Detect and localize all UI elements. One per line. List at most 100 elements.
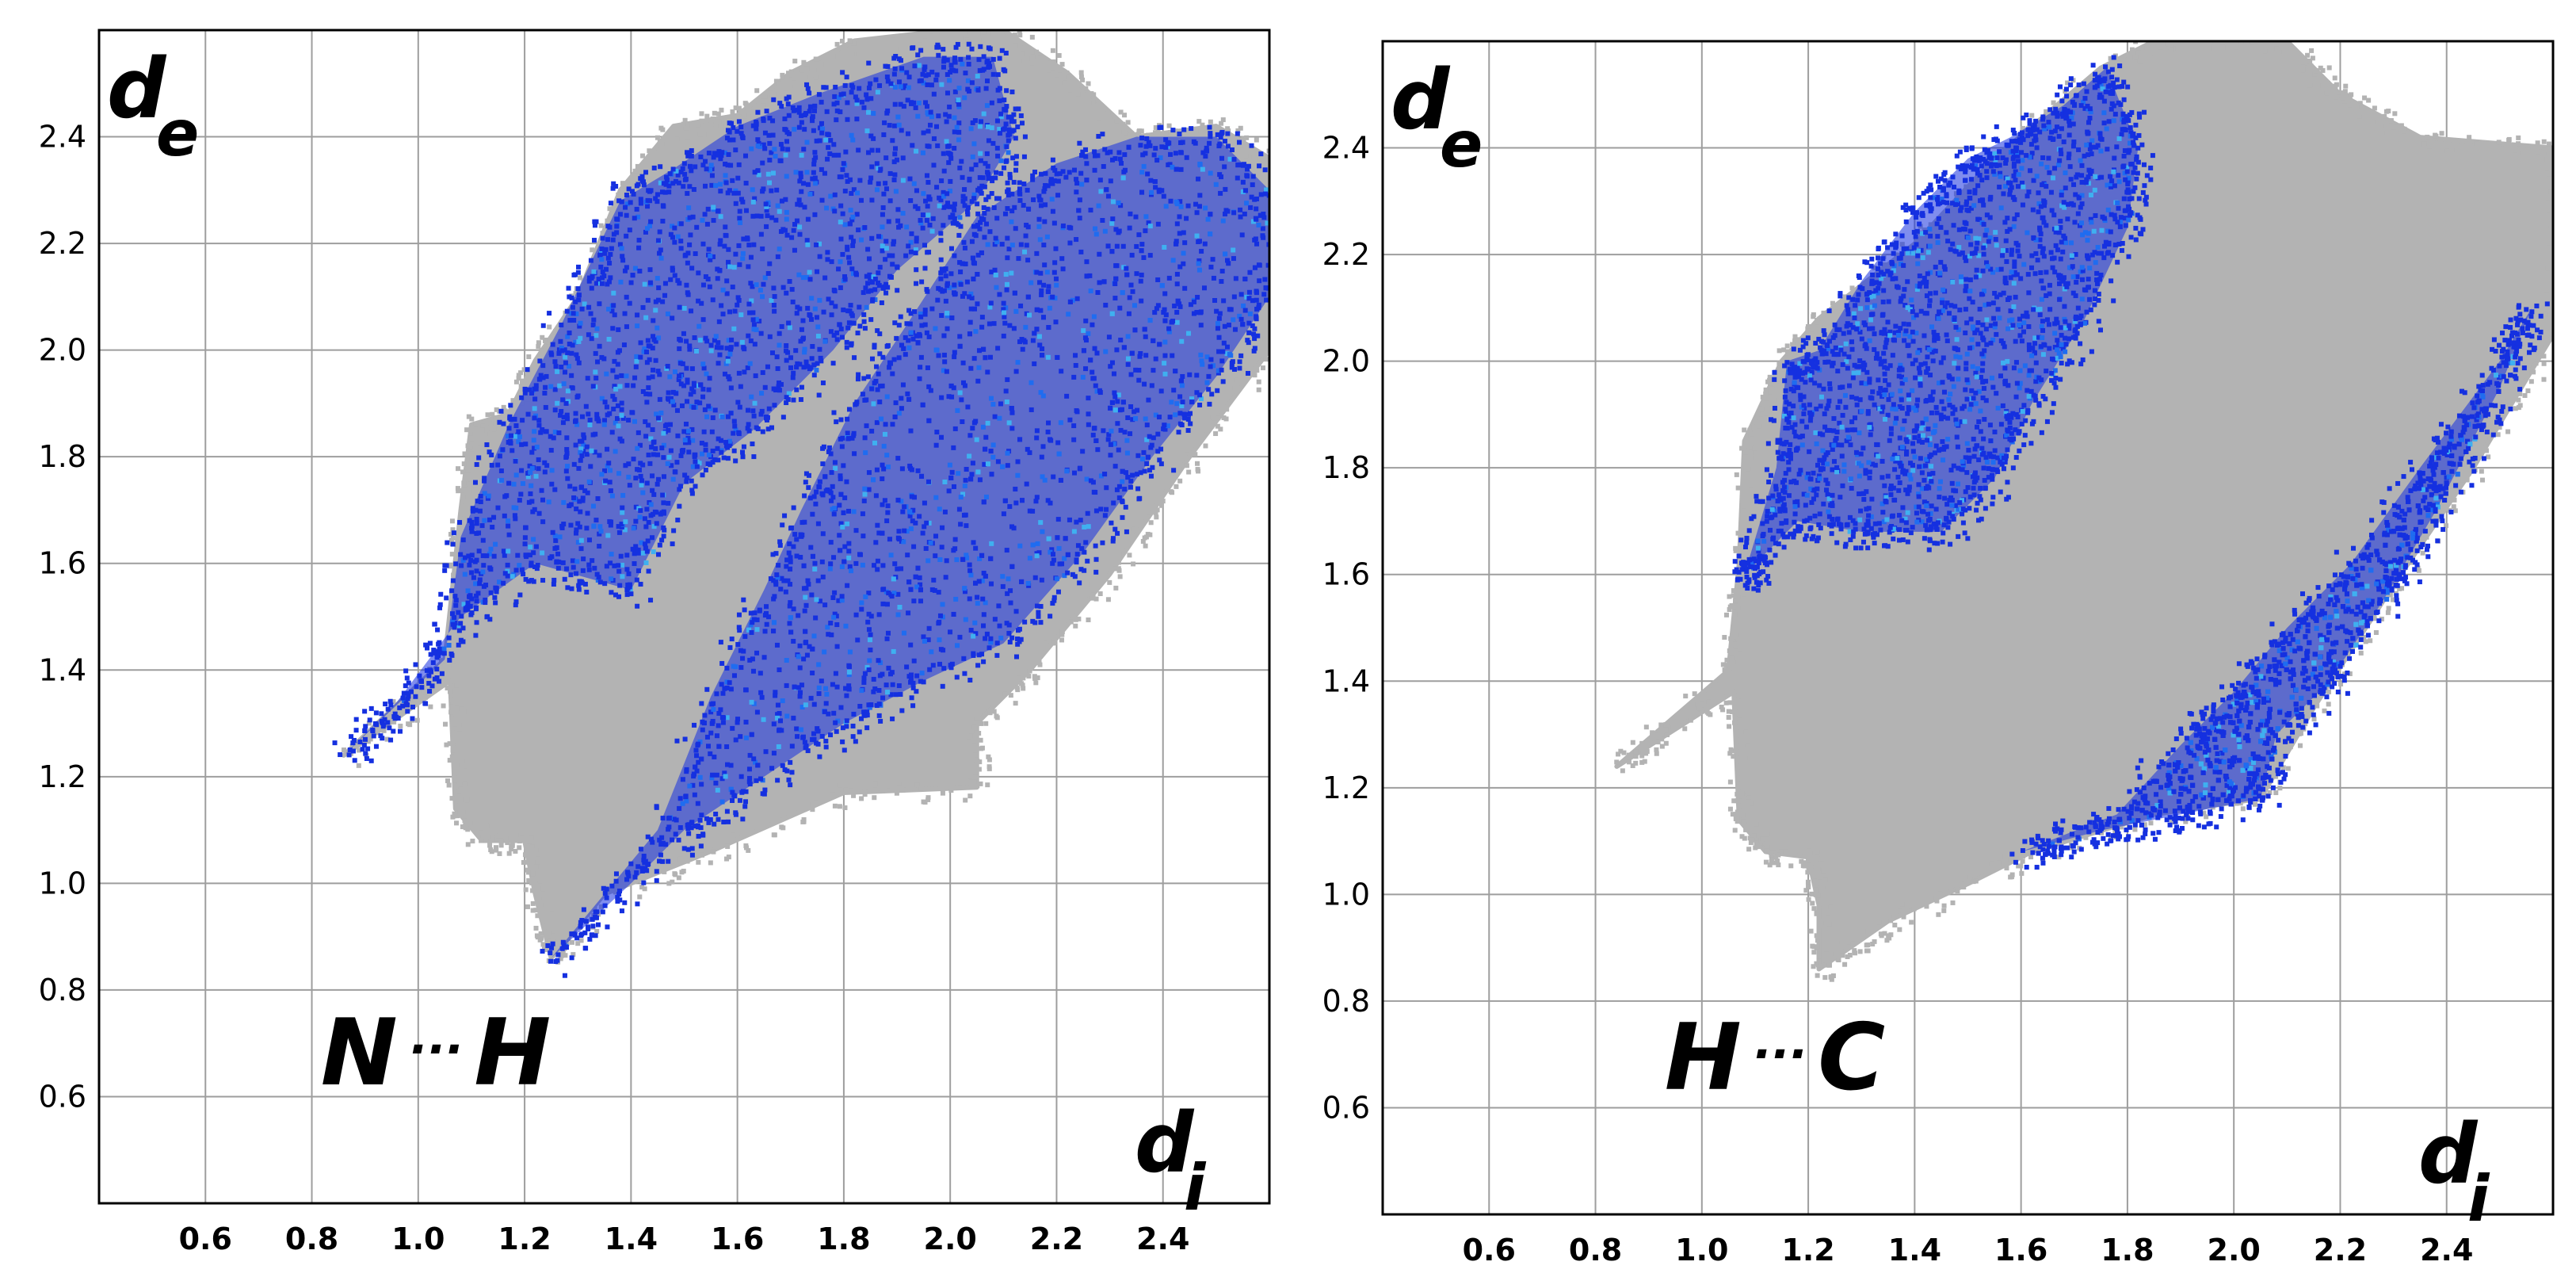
contact-point (1041, 243, 1047, 248)
contact-point (1080, 374, 1086, 380)
contact-point (667, 422, 673, 427)
contact-point (722, 770, 727, 776)
contact-point (658, 247, 663, 253)
contact-point (1038, 203, 1044, 208)
contact-point (586, 562, 592, 568)
contact-point (957, 215, 963, 220)
contact-point (952, 354, 957, 360)
contact-point (937, 203, 942, 208)
contact-point (735, 128, 740, 134)
contact-point (1015, 124, 1021, 130)
contact-point (1132, 409, 1137, 415)
contact-point (595, 496, 601, 502)
contact-point (916, 63, 922, 68)
contact-point (843, 623, 849, 629)
contact-point (637, 442, 643, 448)
contact-point (857, 304, 862, 310)
contact-point (410, 704, 415, 709)
contact-point (618, 279, 624, 285)
contact-point (453, 598, 459, 603)
contact-point (710, 448, 716, 453)
contact-point (854, 117, 860, 122)
contact-point (731, 430, 736, 436)
contact-point (1262, 277, 1268, 282)
contact-point (978, 220, 983, 225)
contact-point (735, 295, 741, 300)
contact-point (942, 480, 948, 485)
contact-point (1124, 450, 1130, 456)
contact-point (479, 523, 485, 529)
contact-point (947, 188, 952, 193)
contact-point (910, 507, 916, 513)
contact-point (475, 499, 480, 504)
contact-point (989, 270, 994, 275)
contact-point (564, 416, 570, 422)
contact-point (1174, 319, 1180, 325)
contact-point (997, 415, 1002, 421)
contact-point (1002, 68, 1008, 74)
contact-point (540, 550, 545, 556)
contact-point (1169, 319, 1174, 325)
contact-point (560, 420, 566, 426)
contact-point (864, 97, 870, 102)
contact-point (975, 301, 980, 307)
contact-point (819, 197, 825, 203)
contact-point (437, 605, 443, 610)
contact-point (604, 404, 609, 410)
contact-point (574, 571, 579, 576)
speckle-point (448, 689, 453, 694)
contact-point (401, 690, 406, 696)
contact-point (822, 709, 827, 714)
contact-point (519, 468, 525, 473)
contact-point (1181, 261, 1186, 266)
speckle-point (1177, 466, 1182, 472)
contact-point (1208, 134, 1213, 140)
contact-point (1170, 164, 1175, 170)
speckle-point (872, 781, 878, 786)
speckle-point (1116, 566, 1121, 572)
contact-point (736, 119, 742, 124)
contact-point (424, 667, 429, 673)
speckle-point (1256, 379, 1261, 384)
contact-point (992, 242, 998, 247)
speckle-point (428, 704, 433, 709)
contact-point (918, 587, 923, 593)
contact-point (1155, 431, 1161, 437)
contact-point (700, 162, 706, 168)
contact-point (635, 603, 640, 609)
contact-point (822, 474, 828, 480)
contact-point (955, 643, 960, 648)
contact-point (633, 544, 639, 549)
contact-point (670, 389, 676, 395)
speckle-point (1116, 552, 1122, 558)
speckle-point (696, 859, 701, 865)
contact-point (701, 429, 707, 434)
contact-point (810, 671, 815, 676)
contact-point (756, 140, 761, 146)
contact-point (733, 251, 738, 257)
contact-point (975, 272, 980, 277)
contact-point (1197, 161, 1203, 166)
contact-point (822, 602, 828, 608)
contact-point (945, 313, 950, 319)
speckle-point (763, 105, 769, 110)
speckle-point (526, 877, 532, 883)
contact-point (687, 346, 693, 352)
contact-point (853, 528, 859, 533)
contact-point (1151, 368, 1156, 373)
contact-point (710, 460, 716, 465)
contact-point (898, 84, 903, 90)
contact-point (662, 292, 668, 298)
contact-point (719, 799, 725, 805)
contact-point (1177, 264, 1183, 270)
contact-point (522, 535, 528, 541)
contact-point (693, 251, 698, 257)
contact-point (799, 189, 804, 194)
contact-point (513, 599, 519, 605)
contact-point (941, 193, 947, 199)
contact-point (1210, 257, 1215, 262)
contact-point (446, 642, 452, 648)
speckle-point (536, 344, 541, 350)
speckle-point (529, 850, 534, 855)
contact-point (786, 94, 792, 100)
